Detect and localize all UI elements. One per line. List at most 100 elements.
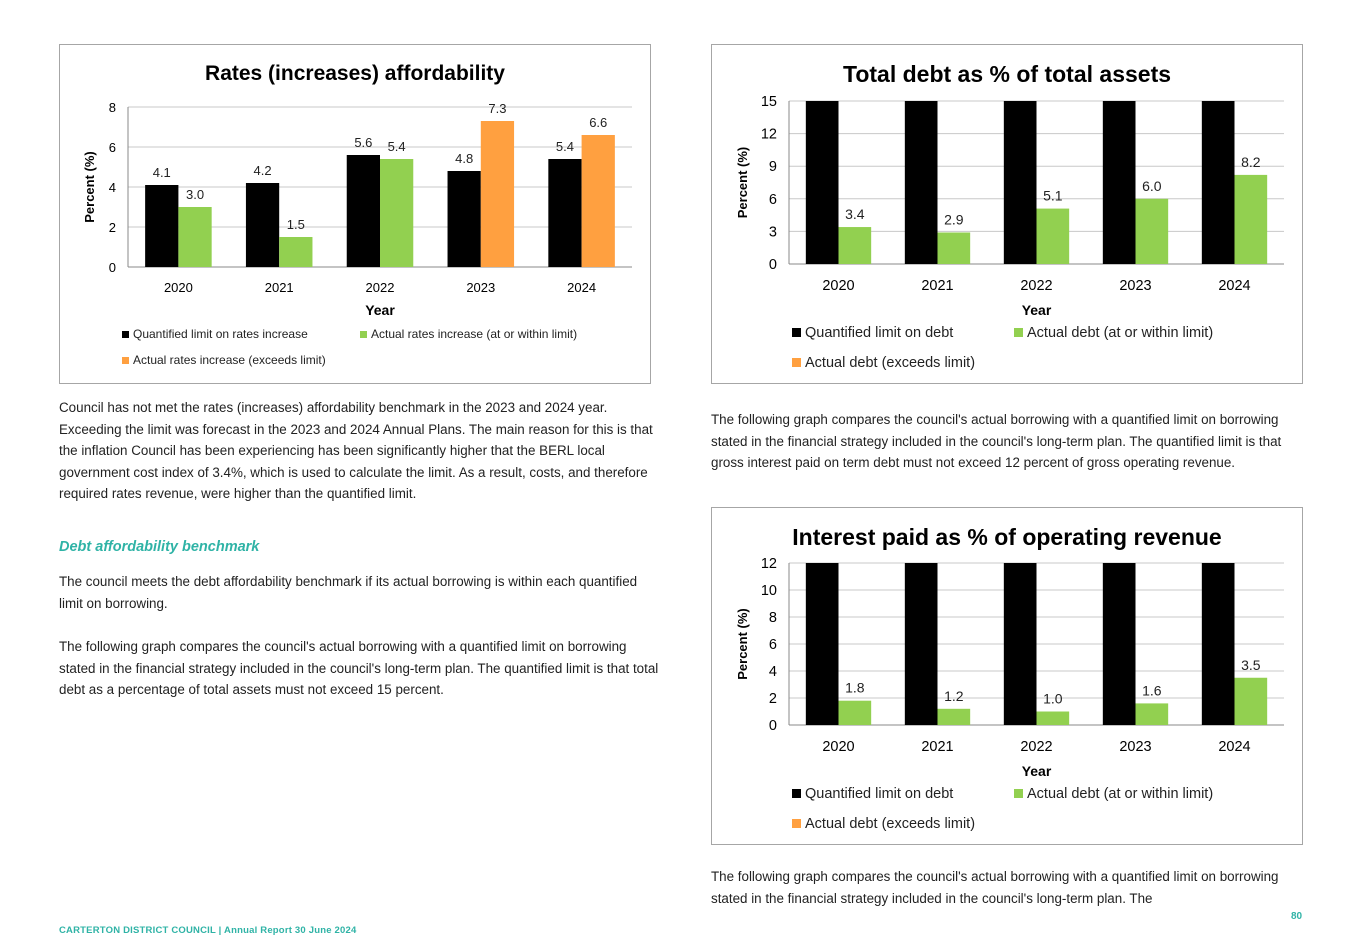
legend-entry: Actual debt (at or within limit) <box>1027 786 1213 802</box>
y-tick-label: 2 <box>109 220 116 235</box>
x-tick-label: 2023 <box>1119 278 1151 294</box>
data-label: 2.9 <box>944 211 964 227</box>
y-tick-label: 2 <box>769 691 777 707</box>
legend-swatch <box>360 331 367 338</box>
interest-paid-chart: Interest paid as % of operating revenue 0… <box>711 507 1303 845</box>
data-label: 5.4 <box>556 139 574 154</box>
y-axis-label: Percent (%) <box>82 151 97 223</box>
legend-entry: Quantified limit on debt <box>805 325 953 341</box>
actual-bar <box>1135 198 1169 264</box>
interest-paid-chart-svg: Interest paid as % of operating revenue 0… <box>735 524 1284 832</box>
chart-title: Rates (increases) affordability <box>205 62 505 85</box>
x-tick-label: 2021 <box>921 739 953 755</box>
legend-swatch <box>1014 789 1023 798</box>
limit-bar <box>1102 563 1136 725</box>
actual-bar <box>838 700 872 725</box>
actual-bar <box>937 232 971 264</box>
x-axis-label: Year <box>1022 302 1052 318</box>
x-tick-label: 2020 <box>822 278 854 294</box>
actual-bar <box>380 159 414 267</box>
x-tick-label: 2020 <box>822 739 854 755</box>
data-label: 1.2 <box>944 688 964 704</box>
actual-bar <box>1234 174 1268 264</box>
data-label: 1.8 <box>845 680 865 696</box>
legend-swatch <box>792 328 801 337</box>
data-label: 8.2 <box>1241 154 1261 170</box>
data-label: 7.3 <box>488 101 506 116</box>
legend-swatch <box>792 358 801 367</box>
y-tick-label: 6 <box>109 140 116 155</box>
actual-bar <box>581 135 615 267</box>
actual-bar <box>178 207 212 267</box>
data-label: 5.4 <box>388 139 406 154</box>
actual-bar <box>937 708 971 725</box>
rates-affordability-chart-svg: Rates (increases) affordability 0 2 4 6 8 Perc… <box>82 62 632 367</box>
limit-bar <box>346 155 380 267</box>
legend-entry: Quantified limit on rates increase <box>133 327 308 341</box>
actual-bar <box>838 227 872 264</box>
x-tick-label: 2021 <box>265 280 294 295</box>
limit-bar <box>1003 101 1037 264</box>
interest-intro-paragraph: The following graph compares the council… <box>711 412 1282 471</box>
total-debt-chart-svg: Total debt as % of total assets 0 3 6 9 12 15 P… <box>735 61 1284 371</box>
limit-bar <box>447 171 481 267</box>
y-tick-label: 8 <box>109 100 116 115</box>
x-tick-label: 2022 <box>366 280 395 295</box>
limit-bar <box>1003 563 1037 725</box>
x-tick-label: 2020 <box>164 280 193 295</box>
rates-benchmark-paragraph: Council has not met the rates (increases… <box>59 400 653 502</box>
actual-bar <box>1135 703 1169 725</box>
limit-bar <box>805 563 839 725</box>
actual-bar <box>1036 208 1070 264</box>
y-tick-label: 8 <box>769 610 777 626</box>
x-tick-label: 2023 <box>466 280 495 295</box>
actual-bar <box>279 237 313 267</box>
x-tick-label: 2022 <box>1020 278 1052 294</box>
legend-entry: Actual debt (exceeds limit) <box>805 816 975 832</box>
data-label: 6.0 <box>1142 178 1162 194</box>
rates-affordability-chart: Rates (increases) affordability 0 2 4 6 8 Perc… <box>59 44 651 384</box>
y-tick-label: 0 <box>109 260 116 275</box>
legend-entry: Quantified limit on debt <box>805 786 953 802</box>
limit-bar <box>904 101 938 264</box>
data-label: 3.4 <box>845 206 865 222</box>
data-label: 1.6 <box>1142 682 1162 698</box>
limit-bar <box>245 183 280 267</box>
legend-swatch <box>792 789 801 798</box>
actual-bar <box>1036 711 1070 725</box>
limit-bar <box>1201 563 1235 725</box>
data-label: 3.5 <box>1241 657 1261 673</box>
next-graph-paragraph: The following graph compares the council… <box>711 869 1279 906</box>
data-label: 1.5 <box>287 217 305 232</box>
footer-text: CARTERTON DISTRICT COUNCIL | Annual Repo… <box>59 925 357 936</box>
y-tick-label: 4 <box>769 664 777 680</box>
limit-bar <box>904 563 938 725</box>
limit-bar <box>1102 101 1136 264</box>
x-tick-label: 2024 <box>1218 739 1250 755</box>
x-tick-label: 2022 <box>1020 739 1052 755</box>
limit-bar <box>1201 101 1235 264</box>
x-tick-label: 2024 <box>1218 278 1250 294</box>
legend-entry: Actual rates increase (at or within limi… <box>371 327 577 341</box>
total-debt-chart: Total debt as % of total assets 0 3 6 9 12 15 P… <box>711 44 1303 384</box>
x-tick-label: 2023 <box>1119 739 1151 755</box>
page-number: 80 <box>1291 911 1303 922</box>
limit-bar <box>548 159 582 267</box>
legend-entry: Actual debt (at or within limit) <box>1027 325 1213 341</box>
data-label: 1.0 <box>1043 691 1063 707</box>
y-tick-label: 6 <box>769 192 777 208</box>
y-axis-label: Percent (%) <box>735 147 750 219</box>
y-tick-label: 3 <box>769 224 777 240</box>
y-tick-label: 12 <box>761 127 777 143</box>
data-label: 5.1 <box>1043 188 1063 204</box>
y-tick-label: 12 <box>761 556 777 572</box>
legend-entry: Actual rates increase (exceeds limit) <box>133 353 326 367</box>
limit-bar <box>145 185 179 267</box>
y-tick-label: 6 <box>769 637 777 653</box>
legend-swatch <box>122 331 129 338</box>
chart-title: Total debt as % of total assets <box>843 61 1171 87</box>
actual-bar <box>1234 677 1268 725</box>
data-label: 4.2 <box>254 163 272 178</box>
data-label: 3.0 <box>186 187 204 202</box>
debt-benchmark-paragraph: The council meets the debt affordability… <box>59 574 638 611</box>
